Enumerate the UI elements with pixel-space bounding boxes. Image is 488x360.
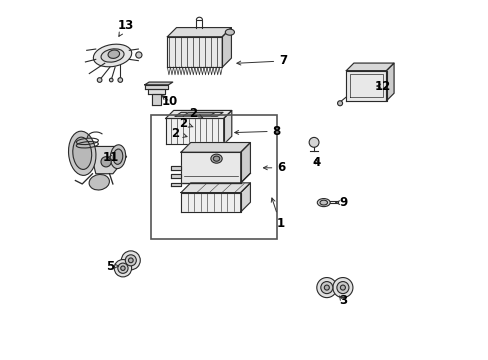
Circle shape (114, 260, 131, 277)
Text: 10: 10 (162, 95, 178, 108)
Polygon shape (346, 71, 386, 101)
Ellipse shape (93, 44, 131, 67)
Polygon shape (181, 183, 250, 193)
Circle shape (136, 52, 142, 58)
Polygon shape (346, 63, 393, 71)
Polygon shape (386, 63, 393, 101)
Text: 2: 2 (188, 107, 203, 120)
Ellipse shape (68, 131, 96, 175)
Polygon shape (165, 118, 223, 144)
Circle shape (101, 157, 111, 167)
Circle shape (97, 78, 102, 82)
Text: 2: 2 (171, 127, 186, 140)
Ellipse shape (108, 50, 120, 58)
Ellipse shape (110, 145, 125, 168)
Circle shape (336, 282, 348, 294)
Ellipse shape (113, 149, 122, 164)
Ellipse shape (317, 199, 329, 207)
Polygon shape (167, 28, 231, 37)
Polygon shape (144, 85, 168, 89)
Polygon shape (89, 147, 126, 174)
Polygon shape (152, 94, 161, 105)
Text: 5: 5 (106, 260, 119, 273)
Circle shape (128, 258, 133, 263)
Polygon shape (240, 143, 250, 183)
Polygon shape (171, 166, 181, 170)
Ellipse shape (89, 175, 109, 190)
Circle shape (121, 251, 140, 270)
Circle shape (316, 278, 336, 298)
Polygon shape (181, 152, 240, 183)
Circle shape (320, 282, 332, 294)
Circle shape (324, 285, 329, 290)
Circle shape (340, 285, 345, 290)
Circle shape (125, 255, 136, 266)
Ellipse shape (210, 154, 222, 163)
Circle shape (308, 138, 318, 147)
Text: 4: 4 (312, 156, 321, 169)
Circle shape (332, 278, 352, 298)
Text: 11: 11 (103, 151, 119, 164)
Ellipse shape (213, 156, 219, 161)
Ellipse shape (319, 200, 327, 205)
Polygon shape (240, 183, 250, 212)
Polygon shape (148, 89, 165, 94)
Circle shape (109, 78, 113, 82)
Text: 8: 8 (234, 125, 280, 138)
Polygon shape (144, 82, 172, 85)
Ellipse shape (73, 137, 91, 170)
Text: 2: 2 (179, 117, 193, 130)
Polygon shape (181, 143, 250, 152)
Polygon shape (171, 183, 181, 186)
Text: 6: 6 (263, 161, 285, 174)
Circle shape (118, 78, 122, 82)
Polygon shape (222, 28, 231, 67)
Ellipse shape (225, 29, 234, 35)
Bar (150, 116, 276, 239)
Polygon shape (181, 193, 240, 212)
Polygon shape (165, 111, 231, 118)
Ellipse shape (101, 49, 124, 62)
Polygon shape (183, 113, 214, 116)
Polygon shape (223, 111, 231, 144)
Text: 1: 1 (271, 198, 284, 230)
Text: 3: 3 (338, 294, 346, 307)
Circle shape (118, 263, 128, 273)
Text: 7: 7 (236, 54, 287, 67)
Circle shape (337, 101, 342, 106)
Polygon shape (167, 37, 222, 67)
Text: 9: 9 (335, 196, 347, 209)
Polygon shape (175, 112, 223, 116)
Text: 13: 13 (117, 19, 133, 36)
Polygon shape (171, 175, 181, 178)
Circle shape (121, 266, 125, 270)
Text: 12: 12 (374, 80, 390, 93)
